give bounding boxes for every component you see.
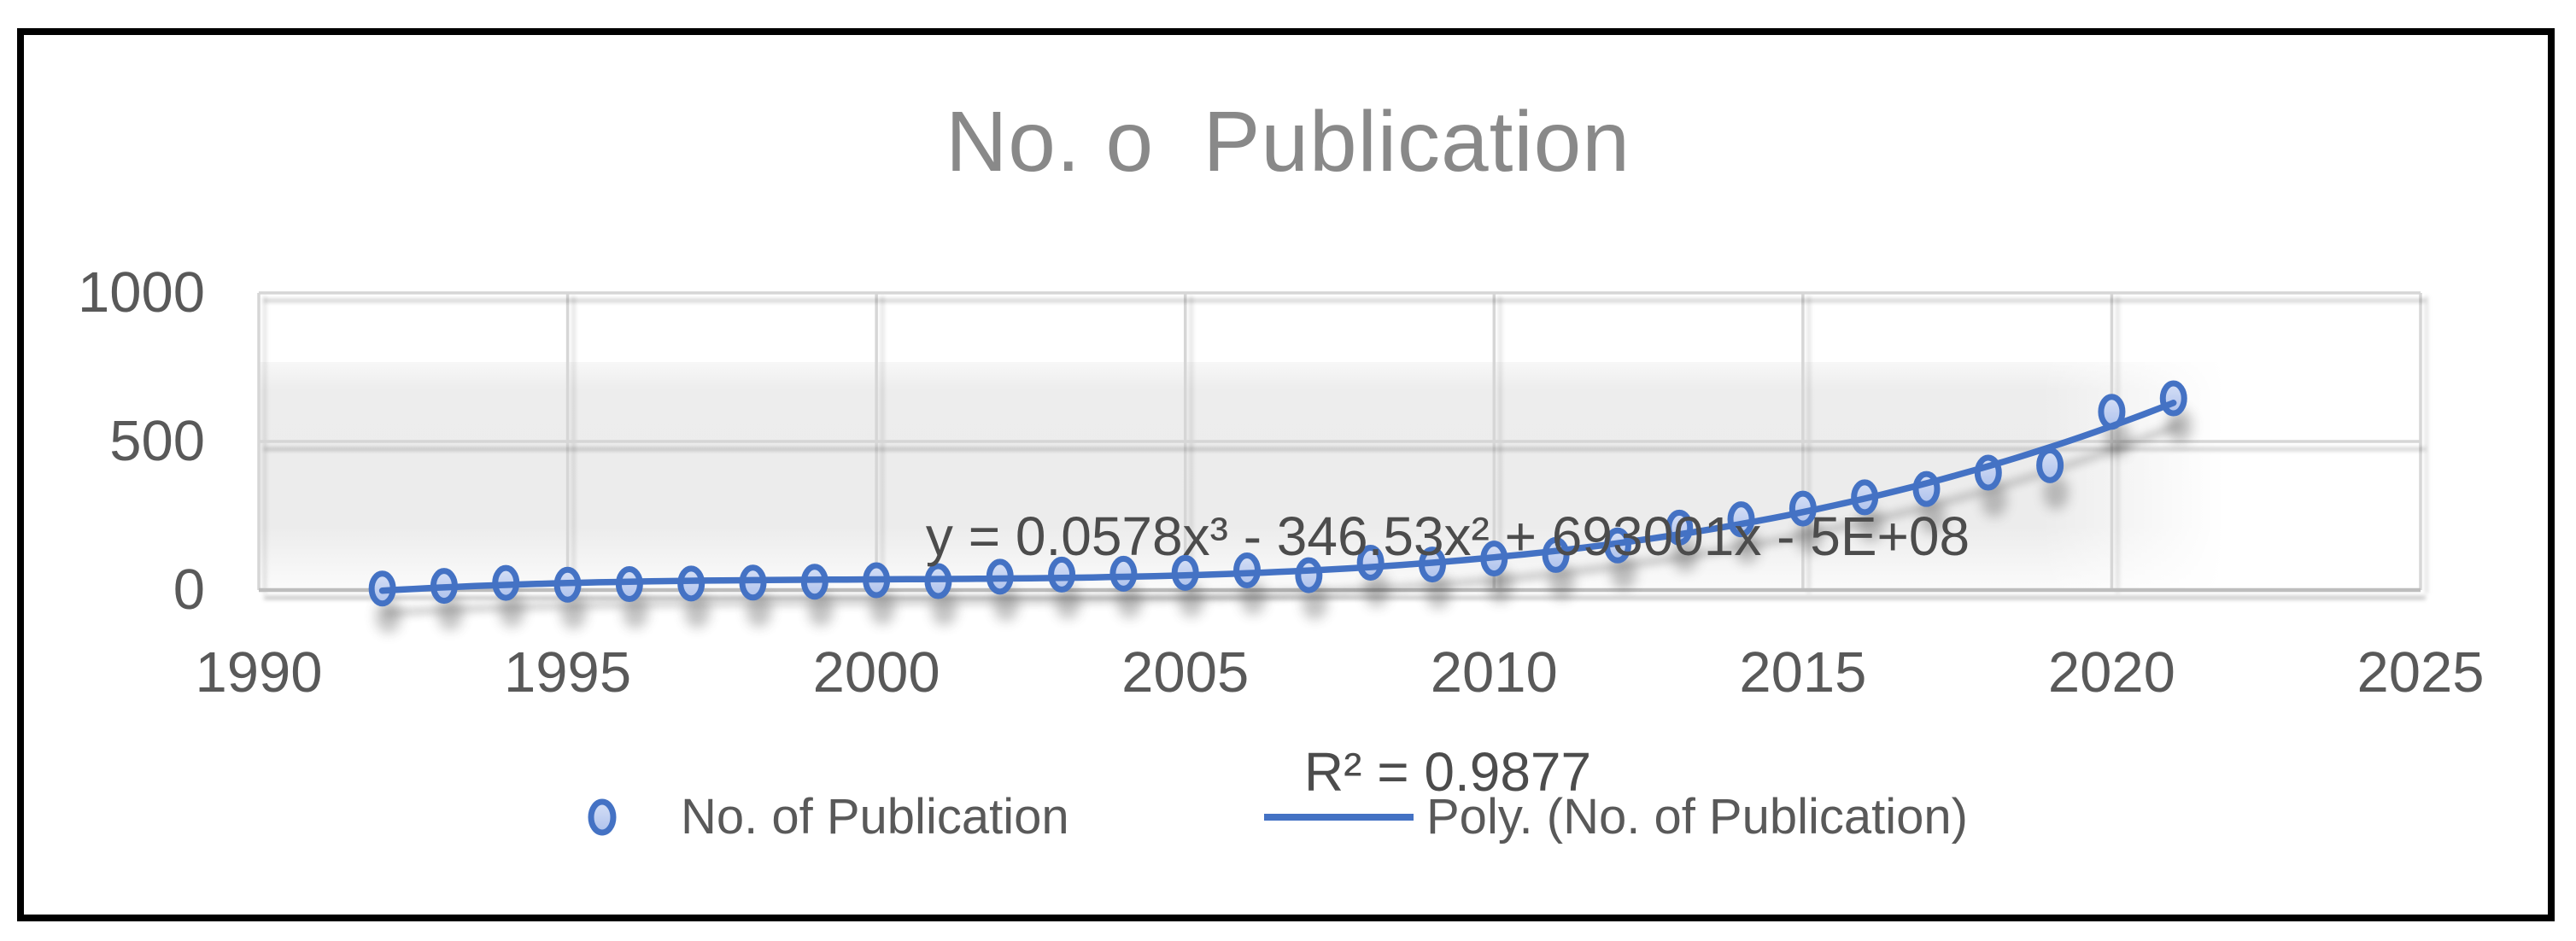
x-axis-tick-label: 1990 (195, 640, 323, 704)
plot-area-background (259, 359, 2225, 592)
trendline-equation: y = 0.0578x³ - 346.53x² + 693001x - 5E+0… (926, 340, 1970, 941)
trendline-shadow (383, 422, 2182, 617)
x-axis-tick-label: 2000 (812, 640, 940, 704)
y-axis-tick-label: 0 (173, 558, 205, 622)
trendline (378, 400, 2177, 594)
x-axis-tick-label: 2015 (1739, 640, 1867, 704)
trendline-r-squared: R² = 0.9877 (1303, 741, 1592, 803)
x-axis-tick-label: 1995 (504, 640, 632, 704)
x-axis-tick-label: 2005 (1121, 640, 1250, 704)
y-axis-tick-label: 500 (109, 409, 205, 473)
x-axis-tick-label: 2020 (2047, 640, 2175, 704)
x-axis-tick-label: 2025 (2356, 640, 2485, 704)
chart-title: No. o Publication (946, 94, 1630, 190)
trendline-equation-line: y = 0.0578x³ - 346.53x² + 693001x - 5E+0… (925, 506, 1970, 567)
legend-series-marker-icon (588, 798, 617, 836)
legend-item-series-label: No. of Publication (681, 789, 1069, 845)
legend-item-trendline-label: Poly. (No. of Publication) (1426, 789, 1968, 845)
x-axis-tick-label: 2010 (1430, 640, 1558, 704)
page-border (17, 28, 2555, 921)
legend-glyphs (588, 798, 1414, 836)
y-axis-tick-label: 1000 (77, 260, 205, 324)
